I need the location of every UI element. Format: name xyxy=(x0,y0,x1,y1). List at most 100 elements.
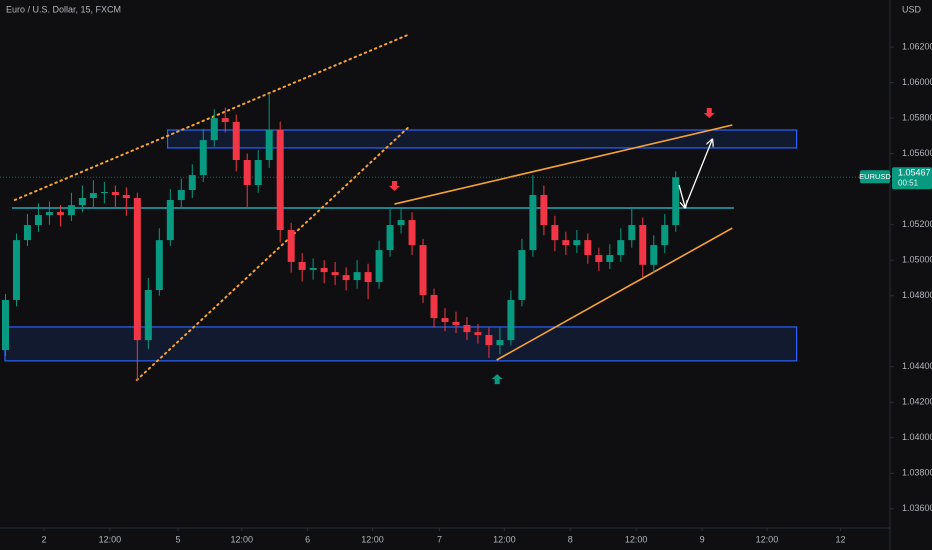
symbol-label: EURUSD xyxy=(859,172,891,181)
signal-arrow xyxy=(491,374,503,385)
candle-body xyxy=(397,220,405,226)
x-tick-label: 12:00 xyxy=(230,534,253,544)
currency: USD xyxy=(902,4,922,14)
candle-body xyxy=(265,130,273,161)
x-tick-label: 12:00 xyxy=(99,534,122,544)
candle-body xyxy=(298,261,306,270)
candle-body xyxy=(67,205,75,216)
candle-body xyxy=(485,334,493,346)
candle-body xyxy=(221,118,229,123)
signal-arrow xyxy=(388,181,400,192)
candle-body xyxy=(122,195,130,199)
candle-body xyxy=(562,240,570,246)
x-tick-label: 2 xyxy=(41,534,46,544)
trend-line xyxy=(394,124,733,205)
price-badge xyxy=(892,167,932,190)
candle-body xyxy=(650,245,658,265)
candle-body xyxy=(375,250,383,283)
y-tick-label: 1.04400 xyxy=(902,361,932,371)
trend-line xyxy=(13,33,409,201)
candle-body xyxy=(177,190,185,200)
candle-body xyxy=(661,225,669,246)
x-tick-label: 8 xyxy=(568,534,573,544)
x-tick-label: 12:00 xyxy=(756,534,779,544)
candle-body xyxy=(254,160,262,186)
signal-arrow xyxy=(703,108,715,119)
candle-body xyxy=(639,225,647,265)
y-tick-label: 1.04200 xyxy=(902,397,932,407)
projection-arrow xyxy=(678,184,685,207)
y-tick-label: 1.03600 xyxy=(902,503,932,513)
candle-body xyxy=(276,130,284,230)
candle-body xyxy=(144,290,152,341)
x-tick-label: 12:00 xyxy=(625,534,648,544)
candle-body xyxy=(243,160,251,186)
candle-body xyxy=(540,195,548,226)
projection-arrow xyxy=(684,140,712,208)
candle-body xyxy=(584,240,592,256)
trend-line xyxy=(496,227,733,361)
symbol-title: Euro / U.S. Dollar, 15, FXCM xyxy=(6,4,121,14)
y-tick-label: 1.05600 xyxy=(902,148,932,158)
candle-body xyxy=(386,225,394,251)
candle-body xyxy=(155,240,163,291)
candle-body xyxy=(309,267,317,270)
y-tick-label: 1.04000 xyxy=(902,432,932,442)
candle-body xyxy=(595,255,603,262)
candle-body xyxy=(1,299,9,351)
candle-body xyxy=(188,175,196,191)
candle-body xyxy=(89,193,97,199)
candle-body xyxy=(210,118,218,141)
candle-body xyxy=(111,191,119,196)
x-tick-label: 5 xyxy=(175,534,180,544)
candle-body xyxy=(133,198,141,341)
candle-body xyxy=(232,122,240,161)
candle-body xyxy=(34,215,42,226)
candle-body xyxy=(551,225,559,241)
zone xyxy=(166,129,798,149)
candle-body xyxy=(23,225,31,241)
x-tick-label: 12:00 xyxy=(493,534,516,544)
x-tick-label: 12 xyxy=(836,534,846,544)
symbol-badge xyxy=(860,170,890,184)
trend-line xyxy=(135,127,409,382)
candle-body xyxy=(364,272,372,283)
candle-body xyxy=(56,212,64,216)
candle-body xyxy=(573,240,581,246)
candle-body xyxy=(463,325,471,333)
candle-body xyxy=(320,267,328,273)
candle-body xyxy=(474,332,482,335)
y-tick-label: 1.05200 xyxy=(902,219,932,229)
y-tick-label: 1.04800 xyxy=(902,290,932,300)
candle-body xyxy=(606,255,614,262)
y-tick-label: 1.03800 xyxy=(902,468,932,478)
zone xyxy=(4,326,798,362)
candle-body xyxy=(12,240,20,300)
candle-body xyxy=(419,245,427,295)
x-tick-label: 9 xyxy=(700,534,705,544)
countdown-label: 00:51 xyxy=(898,178,919,187)
candle-body xyxy=(628,225,636,241)
candle-body xyxy=(45,212,53,216)
candle-body xyxy=(441,318,449,322)
candle-body xyxy=(672,177,680,226)
y-tick-label: 1.06200 xyxy=(902,41,932,51)
candle-body xyxy=(78,198,86,206)
candle-body xyxy=(529,195,537,251)
candle-body xyxy=(100,191,108,194)
candle-body xyxy=(408,220,416,246)
x-tick-label: 7 xyxy=(437,534,442,544)
x-tick-label: 12:00 xyxy=(361,534,384,544)
candle-body xyxy=(166,199,174,241)
x-tick-label: 6 xyxy=(305,534,310,544)
y-tick-label: 1.06000 xyxy=(902,77,932,87)
candle-body xyxy=(342,275,350,281)
candle-body xyxy=(507,299,515,341)
candle-body xyxy=(518,250,526,300)
candle-body xyxy=(199,140,207,176)
candle-body xyxy=(452,321,460,326)
candle-body xyxy=(331,272,339,276)
